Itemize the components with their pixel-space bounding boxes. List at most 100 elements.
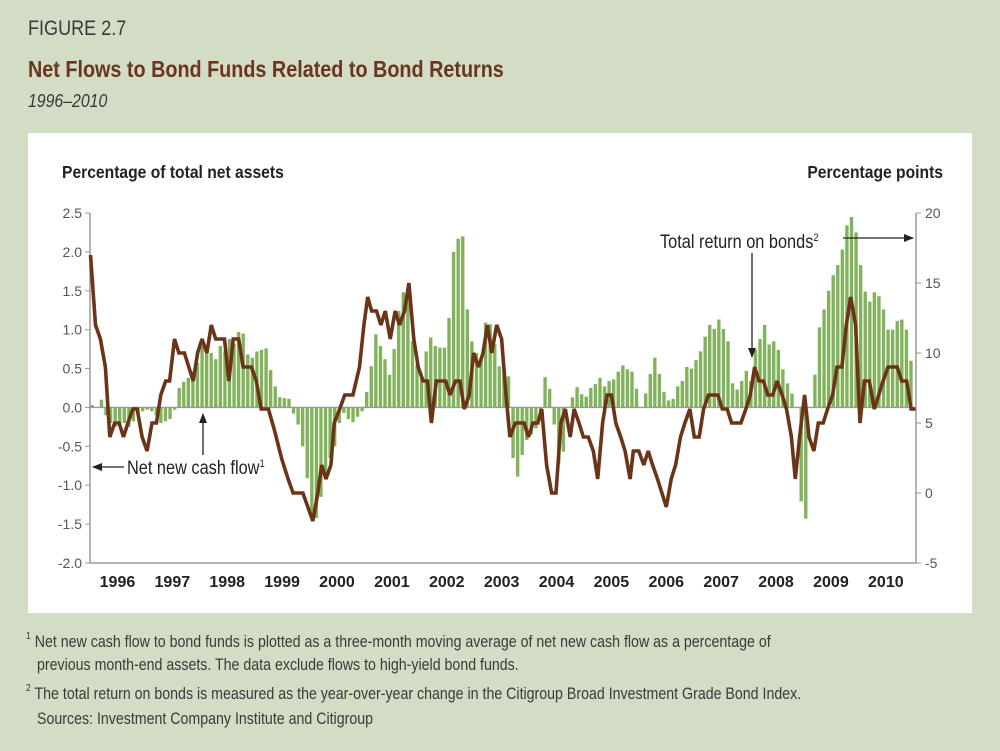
x-tick-label: 2001 <box>374 574 410 591</box>
footnote-1-line-1: Net new cash flow to bond funds is plott… <box>34 633 771 651</box>
left-tick-label: 2.0 <box>63 244 83 260</box>
cash-flow-bar <box>593 384 598 408</box>
cash-flow-bar <box>268 370 273 408</box>
cash-flow-bar <box>575 387 579 408</box>
cash-flow-bar <box>868 301 872 408</box>
cash-flow-bar <box>730 383 735 408</box>
chart-svg: Percentage of total net assets Percentag… <box>58 162 943 591</box>
cash-flow-bar <box>182 381 186 408</box>
return-label: Total return on bonds <box>660 231 814 252</box>
cash-flow-bar <box>177 388 181 408</box>
cash-flow-bar <box>717 319 721 408</box>
cash-flow-bar <box>118 407 122 427</box>
cash-flow-bar <box>346 407 351 420</box>
cash-flow-bar <box>168 407 172 420</box>
cash-flow-bar <box>451 251 456 408</box>
cash-flow-bar <box>493 344 497 408</box>
cash-flow-bar <box>689 368 694 408</box>
x-tick-label: 2007 <box>703 574 739 591</box>
cash-flow-bar <box>483 322 488 408</box>
cash-flow-bar <box>776 349 781 408</box>
cash-flow-bar <box>113 407 117 427</box>
cash-flow-bar <box>552 407 556 425</box>
cash-flow-bar <box>259 349 264 408</box>
cash-flow-bar <box>570 397 575 408</box>
x-tick-label: 2000 <box>319 574 355 591</box>
cash-flow-bar <box>712 328 716 408</box>
right-tick-label: 10 <box>925 345 941 361</box>
x-tick-label: 1999 <box>264 574 300 591</box>
left-tick-label: 0.0 <box>63 399 83 415</box>
cash-flow-bar <box>703 336 707 408</box>
cash-flow-bar <box>584 396 588 408</box>
cash-flow-bar <box>273 386 277 408</box>
cash-flow-bar <box>378 346 383 408</box>
cash-flow-bar <box>90 405 94 408</box>
footnote-2: 2 The total return on bonds is measured … <box>26 683 927 704</box>
cash-flow-bar <box>383 359 387 408</box>
chart-panel: Percentage of total net assets Percentag… <box>28 133 972 613</box>
cash-flow-footnote-mark: 1 <box>259 458 265 470</box>
footnote-1-mark: 1 <box>26 631 31 642</box>
footnote-2-line-1: The total return on bonds is measured as… <box>34 685 802 703</box>
footnote-1-line-2: previous month-end assets. The data excl… <box>37 656 519 674</box>
x-tick-label: 2002 <box>429 574 465 591</box>
cash-flow-bar <box>506 376 511 408</box>
cash-flow-bar <box>680 381 684 408</box>
left-tick-label: -1.5 <box>58 516 82 532</box>
cash-flow-bar <box>337 407 341 423</box>
cash-flow-bar <box>621 365 625 408</box>
footnote-2-mark: 2 <box>26 683 31 694</box>
cash-flow-bar <box>223 351 227 408</box>
cash-flow-bar <box>287 398 291 408</box>
cash-flow-bar <box>676 386 680 408</box>
cash-flow-bar <box>154 407 158 416</box>
cash-flow-bar <box>387 374 392 408</box>
cash-flow-bar <box>625 369 630 408</box>
cash-flow-bar <box>616 371 620 408</box>
cash-flow-bar <box>429 337 433 408</box>
cash-flow-bar <box>461 236 465 408</box>
cash-flow-bar <box>204 349 209 408</box>
cash-flow-bar <box>314 407 319 518</box>
cash-flow-bar <box>374 334 378 408</box>
x-tick-label: 2006 <box>648 574 684 591</box>
cash-flow-bar <box>666 400 671 408</box>
cash-flow-bar <box>397 311 401 408</box>
cash-flow-bar <box>300 407 305 447</box>
cash-flow-bar <box>214 359 218 408</box>
return-footnote-mark: 2 <box>813 232 819 244</box>
cash-flow-bar <box>145 407 149 410</box>
cash-flow-bar <box>236 332 241 408</box>
cash-flow-bar <box>863 291 867 408</box>
cash-flow-bar <box>561 407 566 452</box>
axes: 2.52.01.51.00.50.0-0.5-1.0-1.5-2.0201510… <box>58 205 941 591</box>
cash-flow-bar <box>836 265 840 408</box>
cash-flow-bar <box>250 357 255 408</box>
annotations: Net new cash flow1 Total return on bonds… <box>92 231 914 478</box>
cash-flow-bar <box>392 349 396 408</box>
cash-flow-bar <box>360 407 364 412</box>
cash-flow-bar <box>634 388 639 408</box>
cash-flow-bar <box>172 407 177 410</box>
cash-flow-bar <box>895 321 899 408</box>
cash-flow-bar <box>694 360 698 408</box>
cash-flow-bar <box>497 366 502 408</box>
cash-flow-bar <box>291 407 296 414</box>
cash-flow-bar <box>534 407 538 429</box>
cash-flow-bar <box>195 363 200 408</box>
cash-flow-bar <box>685 367 689 408</box>
cash-flow-bar <box>602 386 607 408</box>
cash-flow-bar <box>99 399 104 408</box>
figure-label-text: FIGURE 2.7 <box>28 17 127 40</box>
sources: Sources: Investment Company Institute an… <box>37 710 428 729</box>
left-tick-label: -0.5 <box>58 438 82 454</box>
cash-flow-bar <box>433 346 437 408</box>
cash-flow-bar <box>323 407 328 474</box>
chart-title: Net Flows to Bond Funds Related to Bond … <box>28 56 581 83</box>
cash-flow-bar <box>785 383 790 408</box>
cash-flow-bar <box>753 349 758 408</box>
cash-flow-bar <box>630 371 634 408</box>
cash-flow-bar <box>218 346 223 408</box>
cash-flow-bar <box>762 325 767 408</box>
